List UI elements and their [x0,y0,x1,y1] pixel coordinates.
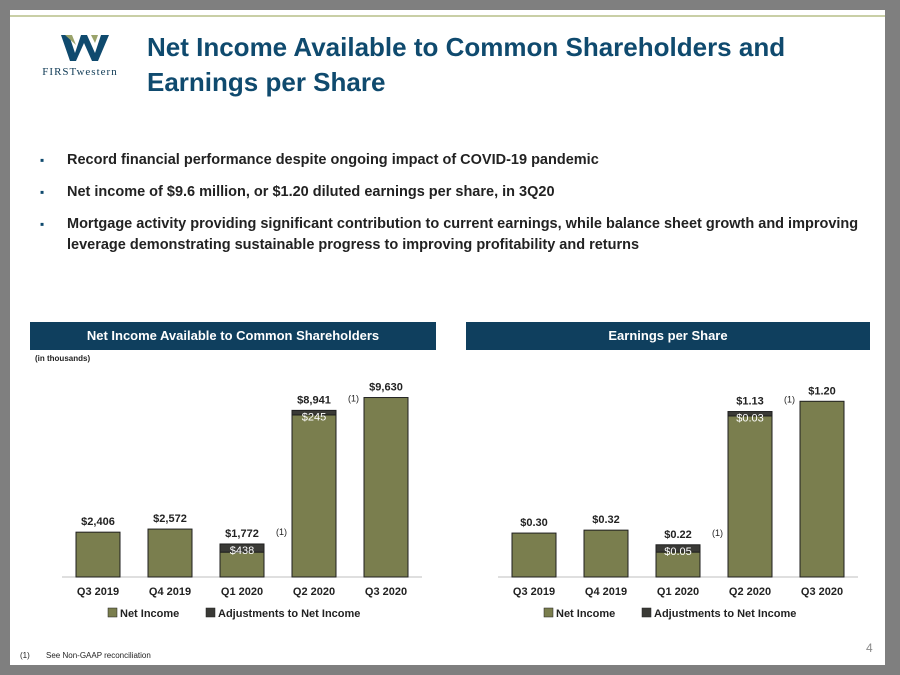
legend-label-net-income: Net Income [556,608,615,620]
bar-net-income [75,531,121,578]
total-data-label: $2,406 [81,516,115,528]
bar-net-income [147,528,193,578]
category-tick-label: Q1 2020 [221,586,263,598]
eps-chart-header: Earnings per Share [466,322,870,350]
adjustment-data-label: $245 [302,411,326,423]
bar-adjustment [219,543,265,553]
legend-swatch-net-income [107,607,118,618]
bar-net-income [727,415,773,578]
net-income-chart: $2,406 Q3 2019 $2,572 Q4 2019 $438 $1,772 (1) Q… [62,382,422,620]
bar-net-income [291,414,337,578]
bullet-item: Net income of $9.6 million, or $1.20 dil… [40,182,860,203]
footnote-marker-label: (1) [784,395,795,405]
bullet-item: Record financial performance despite ong… [40,150,860,171]
category-tick-label: Q4 2019 [149,586,191,598]
logo-w-mark [61,35,109,61]
bar-net-income [363,397,409,578]
footnote: (1) See Non-GAAP reconciliation [20,651,151,660]
bar-adjustment [291,409,337,416]
category-tick-label: Q3 2020 [801,586,843,598]
page-number: 4 [866,641,873,655]
bar-adjustment [727,411,773,417]
bar-adjustment [655,544,701,553]
company-logo: FIRSTwestern [25,33,135,83]
bar-net-income [799,400,845,578]
total-data-label: $1.20 [808,385,836,397]
legend-label-net-income: Net Income [120,608,179,620]
page-title: Net Income Available to Common Sharehold… [147,32,786,97]
bar-net-income [583,529,629,578]
total-data-label: $0.32 [592,514,620,526]
legend-label-adjustments: Adjustments to Net Income [218,608,360,620]
legend-label-adjustments: Adjustments to Net Income [654,608,796,620]
total-data-label: $9,630 [369,382,403,394]
category-tick-label: Q3 2019 [77,586,119,598]
adjustment-data-label: $438 [230,545,254,557]
category-tick-label: Q1 2020 [657,586,699,598]
footnote-marker-label: (1) [276,527,287,537]
total-data-label: $1,772 [225,528,259,540]
bar-net-income [655,551,701,578]
logo-text: FIRSTwestern [42,66,118,78]
eps-chart: $0.30 Q3 2019 $0.32 Q4 2019 $0.05 $0.22 (1) Q1 … [498,385,858,620]
footnote-marker: (1) [20,651,30,660]
bullet-item: Mortgage activity providing significant … [40,214,860,256]
total-data-label: $0.22 [664,529,692,541]
adjustment-data-label: $0.03 [736,413,764,425]
footnote-marker-label: (1) [348,393,359,403]
category-tick-label: Q3 2020 [365,586,407,598]
category-tick-label: Q4 2019 [585,586,627,598]
total-data-label: $1.13 [736,396,764,408]
units-note: (in thousands) [35,354,91,363]
footnote-text: See Non-GAAP reconciliation [46,651,151,660]
bar-net-income [511,532,557,578]
category-tick-label: Q2 2020 [293,586,335,598]
category-tick-label: Q2 2020 [729,586,771,598]
adjustment-data-label: $0.05 [664,546,692,558]
total-data-label: $8,941 [297,394,331,406]
category-tick-label: Q3 2019 [513,586,555,598]
legend-swatch-adjustments [641,607,652,618]
total-data-label: $0.30 [520,517,548,529]
legend-swatch-net-income [543,607,554,618]
footnote-marker-label: (1) [712,528,723,538]
total-data-label: $2,572 [153,513,187,525]
bullet-list: Record financial performance despite ong… [40,150,860,267]
bar-net-income [219,551,265,578]
legend-swatch-adjustments [205,607,216,618]
net-income-chart-header: Net Income Available to Common Sharehold… [30,322,436,350]
top-divider [10,15,885,17]
